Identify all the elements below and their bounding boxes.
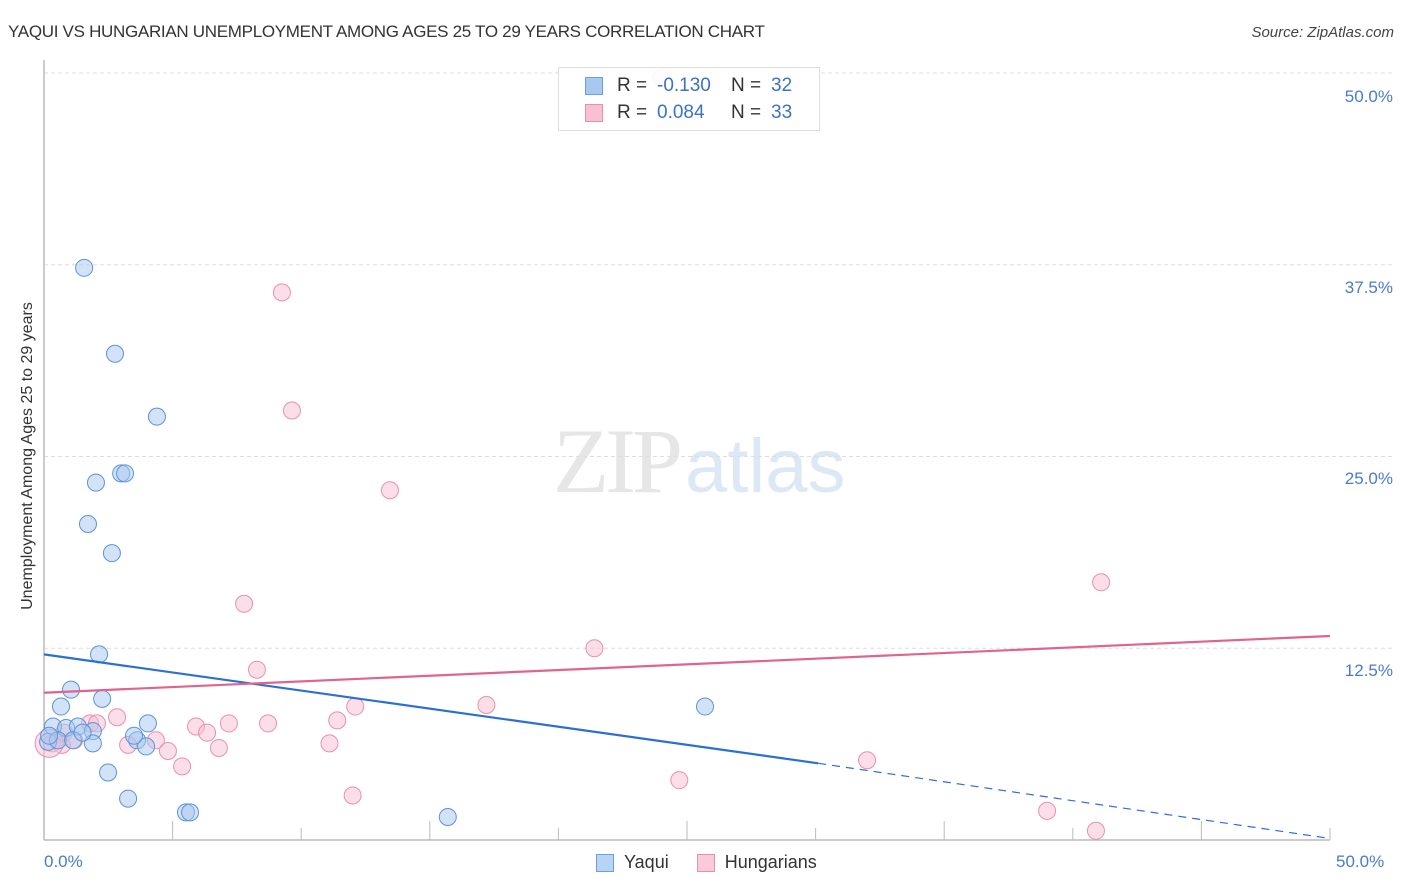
yaqui-point [78, 514, 97, 533]
hungarians-point [247, 660, 266, 679]
yaqui-point [147, 407, 166, 426]
legend-label: Yaqui [624, 852, 669, 872]
legend-item-yaqui[interactable]: Yaqui [596, 852, 669, 873]
yaqui-point [102, 544, 121, 563]
yaqui-point [99, 763, 118, 782]
r-label: R = [617, 102, 648, 123]
yaqui-point [40, 726, 59, 745]
x-tick-50: 50.0% [1336, 852, 1385, 871]
y-tick-12-5: 12.5% [1344, 661, 1393, 680]
hungarians-point [272, 283, 291, 302]
yaqui-swatch [596, 853, 614, 872]
chart-title: YAQUI VS HUNGARIAN UNEMPLOYMENT AMONG AG… [8, 22, 765, 41]
yaqui-point [137, 737, 156, 756]
hungarians-point [198, 723, 217, 742]
source-label: Source: ZipAtlas.com [1251, 24, 1394, 41]
hungarians-point [173, 757, 192, 776]
hungarians-point [209, 738, 228, 757]
hungarians-swatch [696, 853, 715, 872]
correlation-legend: R = -0.130 N = 32 R = 0.084 N = 33 [558, 67, 820, 131]
watermark-zip: ZIP [553, 410, 683, 512]
yaqui-point [75, 258, 94, 277]
hungarians-point [259, 714, 278, 733]
n-label: N = [731, 102, 762, 123]
yaqui-swatch [585, 77, 603, 95]
yaqui-point [181, 803, 200, 822]
yaqui-point [51, 697, 70, 716]
y-tick-25: 25.0% [1344, 469, 1393, 488]
yaqui-trend-line [43, 653, 819, 765]
hungarians-point [477, 696, 496, 715]
hungarians-point [1092, 573, 1111, 592]
watermark: ZIPatlas [553, 408, 846, 514]
hungarians-point [328, 711, 347, 730]
yaqui-point [105, 344, 124, 363]
hungarians-point [343, 786, 362, 805]
yaqui-point [93, 689, 112, 708]
yaqui-point [696, 697, 715, 716]
hungarians-swatch [585, 104, 603, 122]
hungarians-point [670, 771, 689, 790]
r-value: 0.084 [657, 102, 705, 123]
n-label: N = [731, 75, 762, 96]
hungarians-trend-line [43, 634, 1331, 694]
r-value: -0.130 [657, 75, 711, 96]
r-label: R = [617, 75, 648, 96]
hungarians-point [158, 742, 177, 761]
hungarians-point [108, 708, 127, 727]
watermark-atlas: atlas [685, 424, 846, 509]
hungarians-point [320, 734, 339, 753]
hungarians-point [346, 697, 365, 716]
yaqui-point [125, 726, 144, 745]
yaqui-point [119, 789, 138, 808]
yaqui-point [73, 723, 92, 742]
yaqui-trend-extension [818, 762, 1331, 840]
hungarians-point [585, 639, 604, 658]
hungarians-point [1086, 821, 1105, 840]
hungarians-point [282, 401, 301, 420]
hungarians-point [858, 751, 877, 770]
series-legend: Yaqui Hungarians [596, 852, 845, 873]
yaqui-point [138, 714, 157, 733]
hungarians-point [219, 714, 238, 733]
y-tick-37-5: 37.5% [1344, 278, 1393, 297]
legend-label: Hungarians [724, 852, 817, 872]
n-value: 32 [771, 75, 793, 96]
yaqui-point [116, 464, 135, 483]
hungarians-point [235, 594, 254, 613]
legend-item-hungarians[interactable]: Hungarians [696, 852, 817, 873]
legend-row-yaqui: R = -0.130 N = 32 [585, 74, 792, 98]
yaqui-point [86, 473, 105, 492]
n-value: 33 [771, 102, 793, 123]
yaqui-point [62, 680, 81, 699]
y-axis-label: Unemployment Among Ages 25 to 29 years [19, 302, 36, 610]
yaqui-point [438, 807, 457, 826]
hungarians-point [380, 481, 399, 500]
y-tick-50: 50.0% [1344, 87, 1393, 106]
hungarians-point [1038, 801, 1057, 820]
legend-row-hungarians: R = 0.084 N = 33 [585, 101, 792, 125]
x-tick-0: 0.0% [44, 852, 83, 871]
